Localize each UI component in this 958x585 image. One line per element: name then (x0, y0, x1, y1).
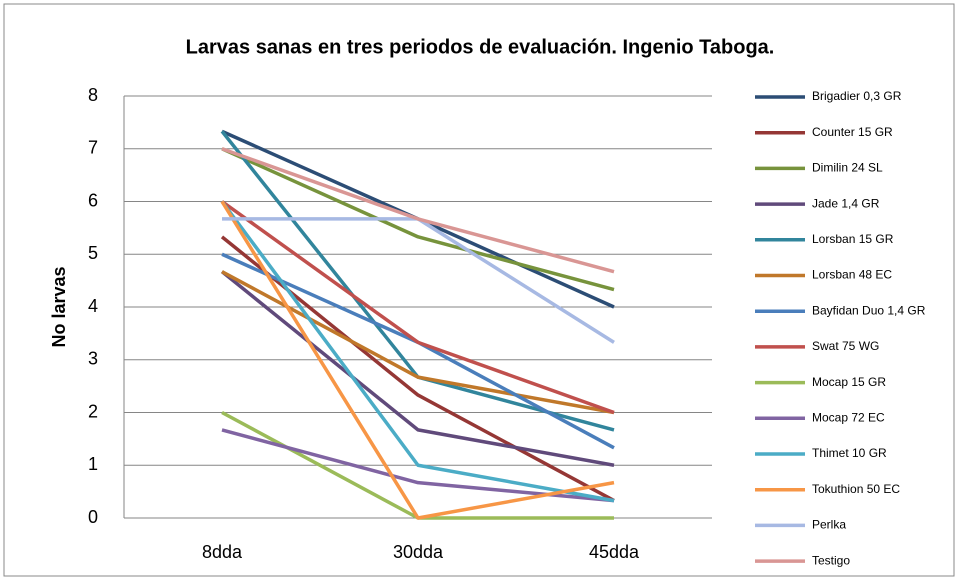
y-tick-label: 5 (88, 243, 98, 263)
series-line (221, 147, 615, 274)
series-line (220, 200, 615, 415)
y-tick-label: 4 (88, 296, 98, 316)
chart-title: Larvas sanas en tres periodos de evaluac… (186, 36, 775, 58)
legend-label: Lorsban 15 GR (812, 232, 894, 246)
y-tick-label: 0 (88, 507, 98, 527)
legend-label: Brigadier 0,3 GR (812, 89, 902, 103)
series-line (220, 270, 615, 467)
x-tick-label: 8dda (202, 542, 243, 562)
x-tick-label: 30dda (393, 542, 444, 562)
legend-label: Swat 75 WG (812, 339, 879, 353)
y-tick-label: 2 (88, 401, 98, 421)
legend-label: Mocap 72 EC (812, 410, 885, 424)
legend-label: Tokuthion 50 EC (812, 482, 900, 496)
y-tick-label: 6 (88, 190, 98, 210)
y-tick-label: 1 (88, 454, 98, 474)
x-tick-label: 45dda (589, 542, 640, 562)
series-line (220, 200, 615, 503)
y-axis-label: No larvas (49, 266, 69, 347)
series-line (221, 147, 615, 292)
legend-label: Mocap 15 GR (812, 375, 886, 389)
legend-label: Bayfidan Duo 1,4 GR (812, 303, 926, 317)
legend-label: Jade 1,4 GR (812, 196, 880, 210)
chart-frame (3, 3, 955, 577)
y-tick-label: 3 (88, 349, 98, 369)
legend-label: Dimilin 24 SL (812, 161, 883, 175)
series-line (220, 200, 615, 520)
legend-label: Perlka (812, 518, 846, 532)
legend-label: Counter 15 GR (812, 125, 893, 139)
legend-label: Thimet 10 GR (812, 446, 887, 460)
legend-label: Testigo (812, 553, 850, 567)
y-tick-label: 7 (88, 138, 98, 158)
legend-label: Lorsban 48 EC (812, 268, 892, 282)
y-tick-label: 8 (88, 85, 98, 105)
